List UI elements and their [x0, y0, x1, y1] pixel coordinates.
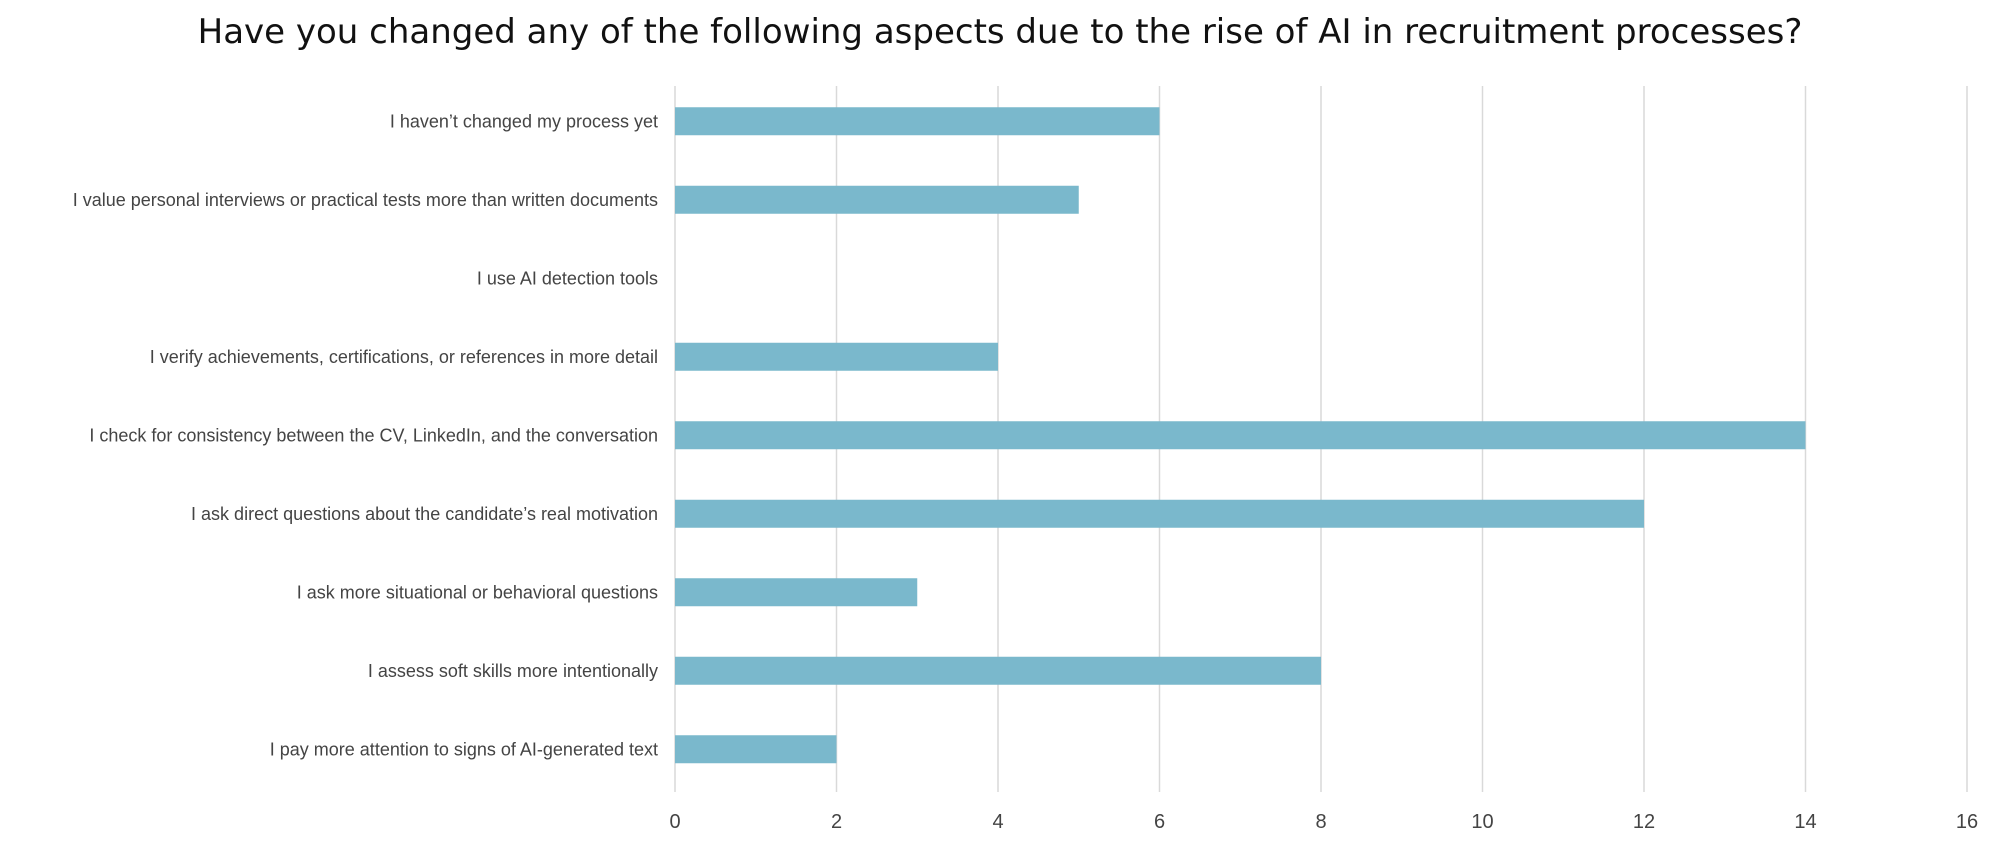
category-label: I verify achievements, certifications, o…: [150, 347, 658, 367]
bar: [675, 107, 1160, 136]
bar: [675, 342, 998, 371]
x-tick-label: 16: [1956, 811, 1978, 833]
x-tick-label: 14: [1794, 811, 1816, 833]
bar: [675, 735, 837, 764]
chart-title: Have you changed any of the following as…: [197, 12, 1803, 52]
category-label: I ask direct questions about the candida…: [191, 504, 658, 524]
bar: [675, 578, 918, 607]
x-tick-label: 2: [831, 811, 842, 833]
bar: [675, 656, 1321, 685]
x-tick-label: 4: [992, 811, 1003, 833]
x-tick-label: 8: [1315, 811, 1326, 833]
category-label: I value personal interviews or practical…: [73, 190, 658, 210]
x-tick-label: 10: [1471, 811, 1493, 833]
bar: [675, 185, 1079, 214]
category-label: I haven’t changed my process yet: [390, 111, 658, 131]
x-tick-label: 6: [1154, 811, 1165, 833]
category-labels: I haven’t changed my process yet I value …: [73, 111, 658, 759]
bar: [675, 421, 1806, 450]
category-label: I use AI detection tools: [477, 268, 658, 288]
category-label: I check for consistency between the CV, …: [89, 425, 658, 445]
x-tick-labels: 0 2 4 6 8 10 12 14 16: [669, 811, 1978, 833]
bars: [675, 107, 1806, 764]
category-label: I ask more situational or behavioral que…: [297, 582, 658, 602]
category-label: I pay more attention to signs of AI-gene…: [270, 739, 658, 759]
category-label: I assess soft skills more intentionally: [368, 661, 658, 681]
x-tick-label: 12: [1633, 811, 1655, 833]
x-tick-label: 0: [669, 811, 680, 833]
bar: [675, 499, 1644, 528]
